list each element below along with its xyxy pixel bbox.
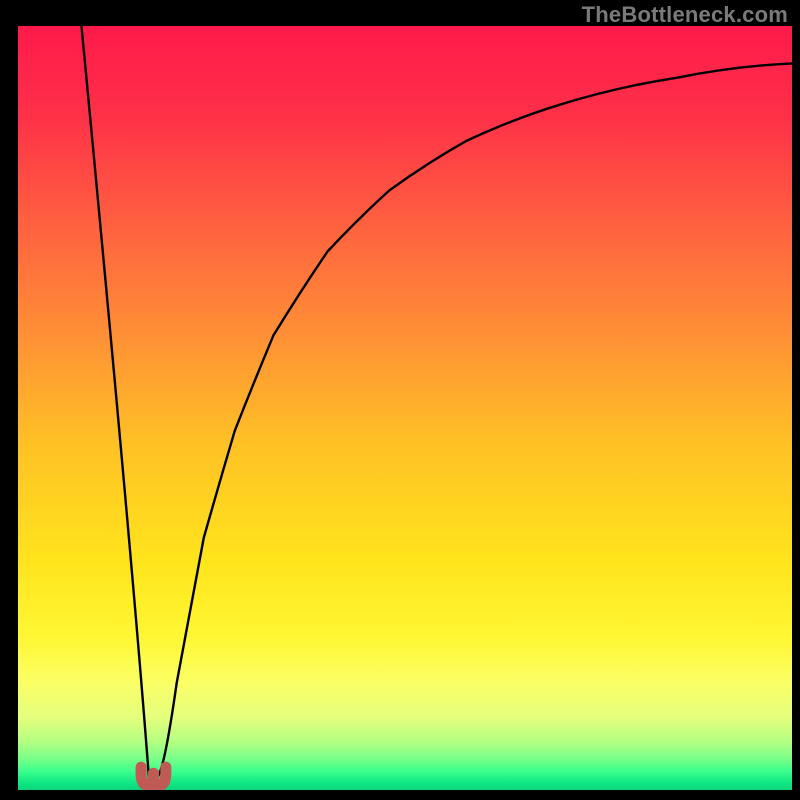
plot-frame [0, 0, 800, 800]
attribution-text: TheBottleneck.com [582, 2, 788, 28]
